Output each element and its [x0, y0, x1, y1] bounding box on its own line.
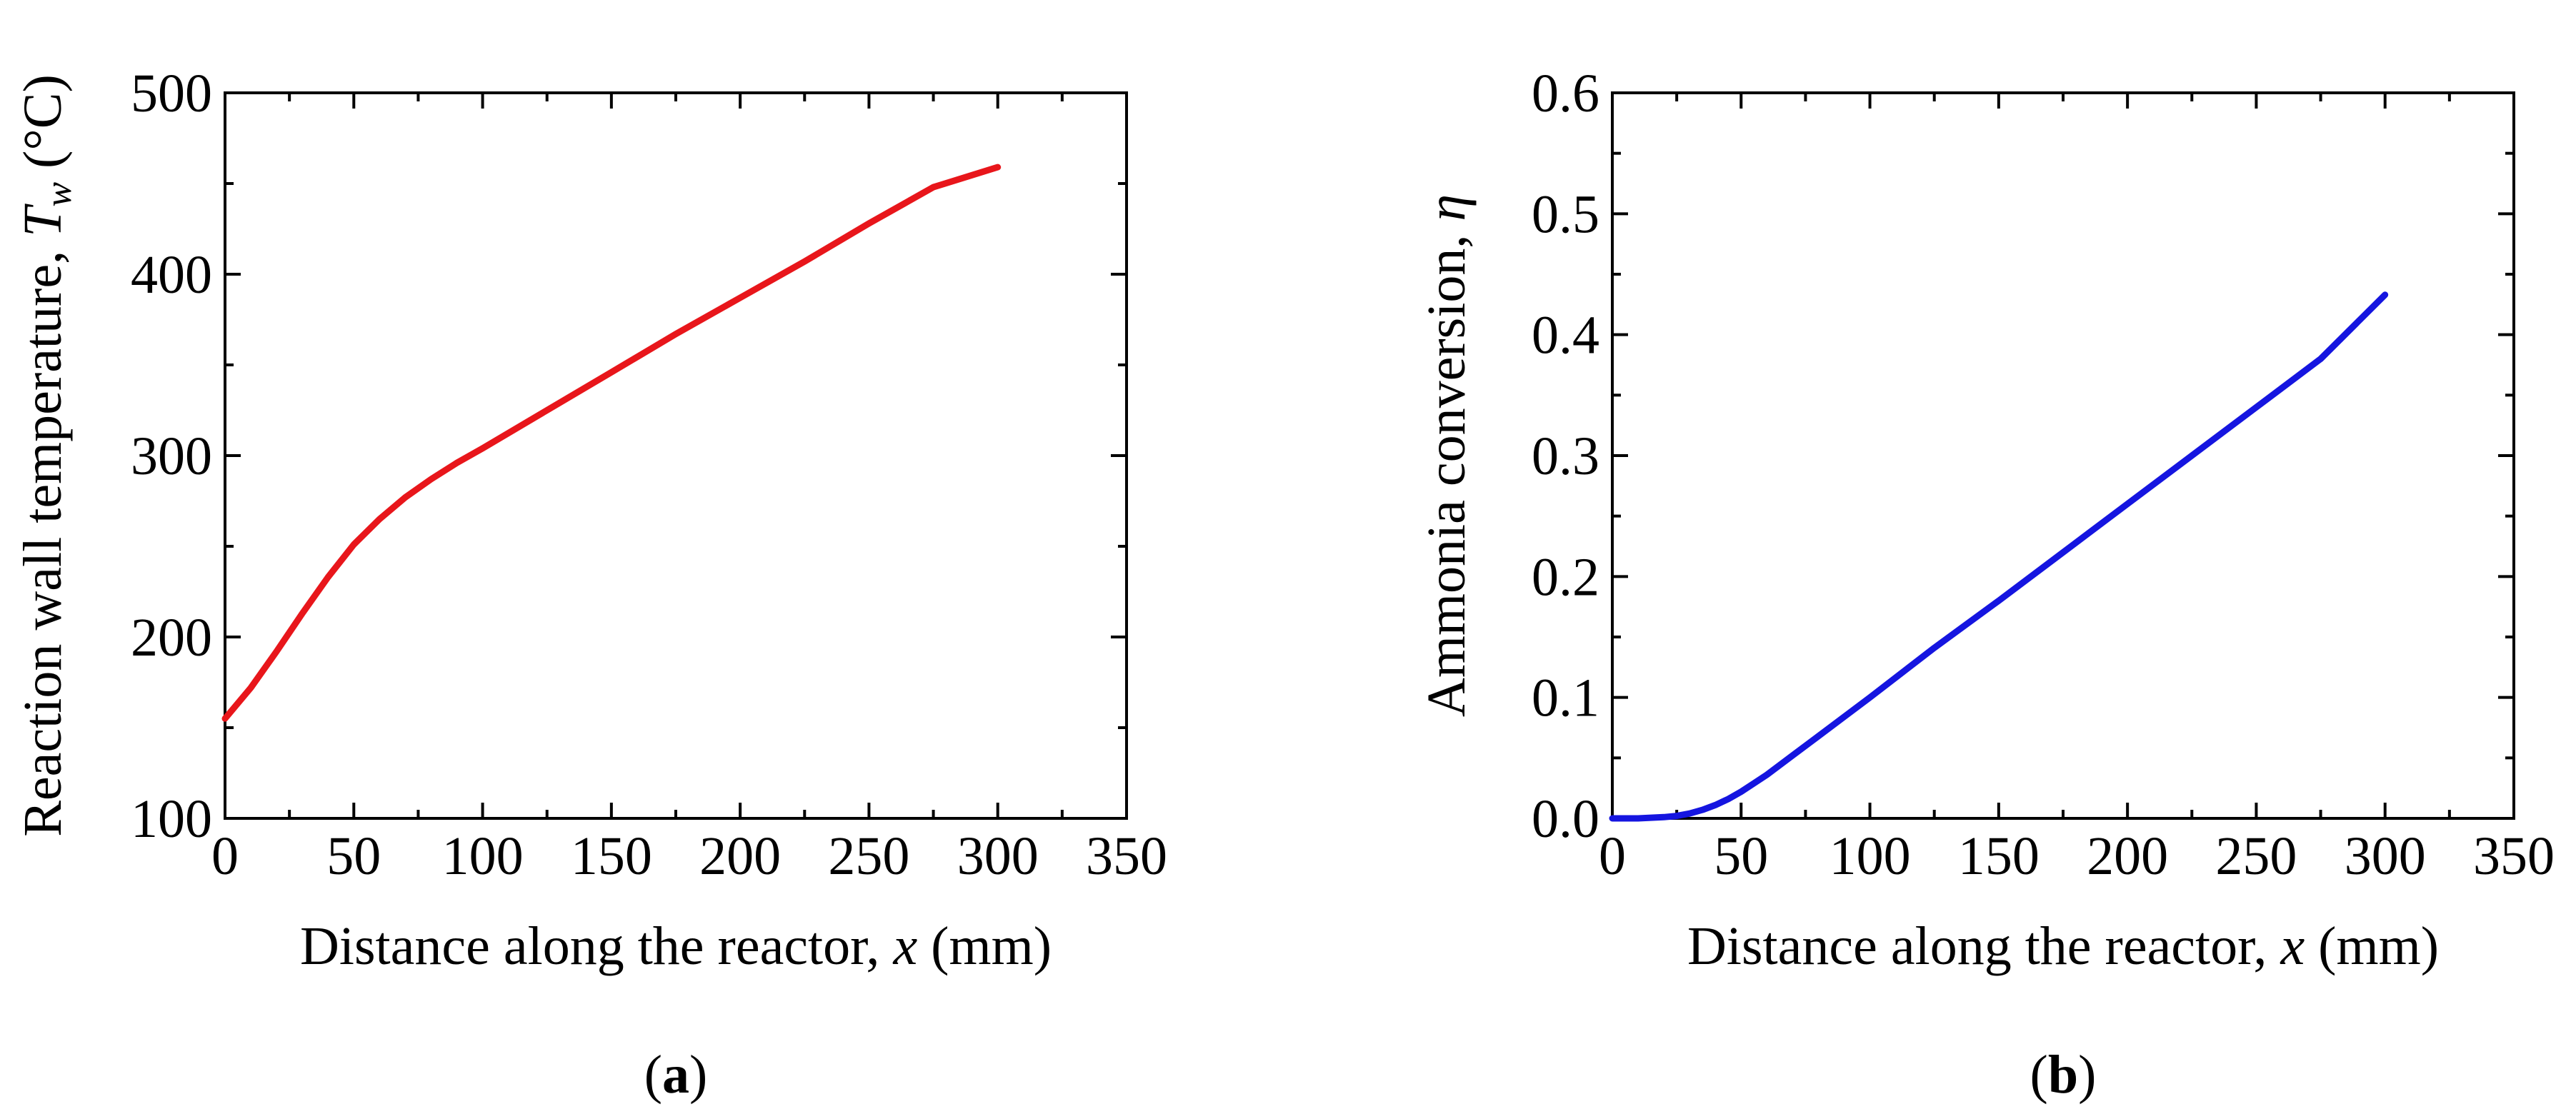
x-tick-label: 250 [828, 826, 909, 886]
chart-a-panel-label: (a) [644, 1045, 708, 1105]
chart-b: 0 50 100 150 200 250 300 350 0.0 0.1 0.2 0.3 0.4 0.5… [1417, 64, 2555, 1105]
y-tick-label: 400 [131, 245, 212, 305]
x-tick-label: 200 [699, 826, 781, 886]
x-tick-label: 100 [442, 826, 524, 886]
y-tick-label: 0.5 [1532, 184, 1599, 244]
x-tick-label: 200 [2087, 826, 2168, 886]
chart-b-x-tick-labels: 0 50 100 150 200 250 300 350 [1599, 826, 2555, 886]
y-tick-label: 300 [131, 426, 212, 486]
chart-a: 0 50 100 150 200 250 300 350 100 200 300 400 500 Di… [13, 64, 1167, 1105]
x-tick-label: 300 [957, 826, 1039, 886]
y-tick-label: 0.3 [1532, 426, 1599, 486]
chart-a-x-ticks [224, 93, 1128, 818]
chart-b-panel-label: (b) [2030, 1045, 2097, 1105]
y-tick-label: 0.2 [1532, 547, 1599, 607]
y-tick-label: 500 [131, 64, 212, 124]
y-tick-label: 0.6 [1532, 64, 1599, 124]
x-tick-label: 0 [211, 826, 239, 886]
chart-a-plot-frame [224, 91, 1128, 820]
chart-b-x-ticks [1611, 93, 2515, 818]
chart-b-y-ticks [1612, 91, 2514, 820]
chart-b-series-line [1609, 291, 2389, 822]
chart-b-x-axis-title: Distance along the reactor, x (mm) [1687, 916, 2439, 976]
x-tick-label: 350 [1086, 826, 1167, 886]
x-tick-label: 250 [2215, 826, 2297, 886]
x-tick-label: 300 [2345, 826, 2426, 886]
x-tick-label: 50 [1714, 826, 1768, 886]
chart-b-y-axis-title: Ammonia conversion, η [1417, 194, 1477, 717]
x-tick-label: 0 [1599, 826, 1626, 886]
chart-b-y-tick-labels: 0.0 0.1 0.2 0.3 0.4 0.5 0.6 [1532, 64, 1599, 849]
x-tick-label: 50 [326, 826, 381, 886]
y-tick-label: 0.1 [1532, 668, 1599, 728]
y-tick-label: 100 [131, 789, 212, 849]
x-tick-label: 350 [2473, 826, 2555, 886]
x-tick-label: 150 [1958, 826, 2040, 886]
chart-a-x-tick-labels: 0 50 100 150 200 250 300 350 [211, 826, 1167, 886]
chart-a-series-line [221, 164, 1002, 722]
chart-b-plot-frame [1611, 91, 2515, 820]
y-tick-label: 0.0 [1532, 789, 1599, 849]
chart-a-y-axis-title: Reaction wall temperature, Tw (°C) [13, 74, 79, 837]
x-tick-label: 150 [571, 826, 652, 886]
y-tick-label: 0.4 [1532, 306, 1599, 366]
y-tick-label: 200 [131, 608, 212, 668]
chart-a-y-tick-labels: 100 200 300 400 500 [131, 64, 212, 849]
x-tick-label: 100 [1829, 826, 1911, 886]
chart-a-y-ticks [225, 91, 1127, 820]
chart-a-x-axis-title: Distance along the reactor, x (mm) [300, 916, 1052, 976]
